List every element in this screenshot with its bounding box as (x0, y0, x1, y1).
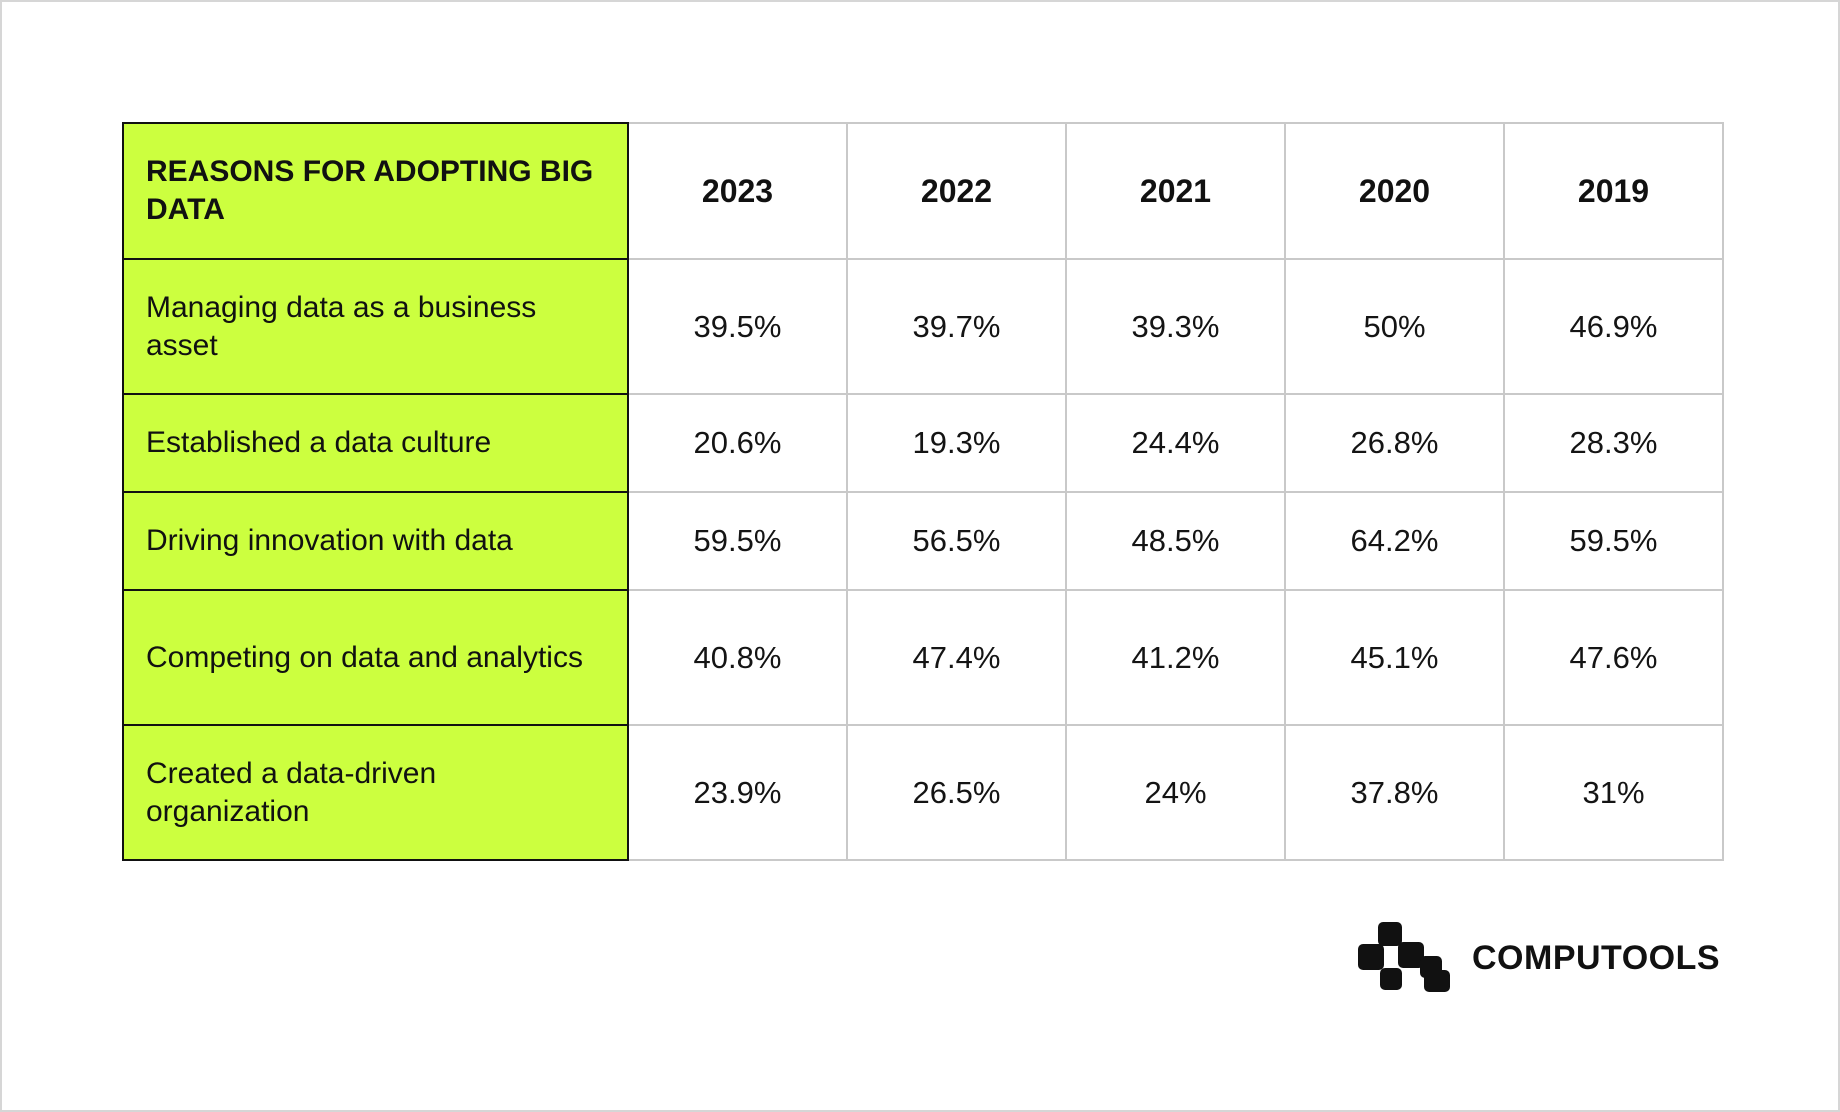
brand-logo: COMPUTOOLS (1358, 922, 1720, 994)
value-cell: 37.8% (1284, 724, 1505, 861)
row-label: Managing data as a business asset (122, 258, 629, 395)
row-label: Competing on data and analytics (122, 589, 629, 726)
table-row: Driving innovation with data 59.5% 56.5%… (122, 491, 1724, 591)
value-cell: 39.7% (846, 258, 1067, 395)
value-cell: 41.2% (1065, 589, 1286, 726)
value-cell: 23.9% (627, 724, 848, 861)
row-label: Created a data-driven organization (122, 724, 629, 861)
computools-logo-icon (1358, 922, 1450, 992)
row-label: Driving innovation with data (122, 491, 629, 591)
value-cell: 19.3% (846, 393, 1067, 493)
value-cell: 50% (1284, 258, 1505, 395)
year-header-2020: 2020 (1284, 122, 1505, 260)
brand-name: COMPUTOOLS (1472, 938, 1721, 977)
value-cell: 20.6% (627, 393, 848, 493)
header-label-cell: REASONS FOR ADOPTING BIG DATA (122, 122, 629, 260)
table-row: Managing data as a business asset 39.5% … (122, 258, 1724, 395)
table-row: Competing on data and analytics 40.8% 47… (122, 589, 1724, 726)
value-cell: 46.9% (1503, 258, 1724, 395)
year-header-2022: 2022 (846, 122, 1067, 260)
row-label: Established a data culture (122, 393, 629, 493)
value-cell: 47.4% (846, 589, 1067, 726)
table-row: Established a data culture 20.6% 19.3% 2… (122, 393, 1724, 493)
value-cell: 24.4% (1065, 393, 1286, 493)
table-header-row: REASONS FOR ADOPTING BIG DATA 2023 2022 … (122, 122, 1724, 260)
value-cell: 56.5% (846, 491, 1067, 591)
value-cell: 59.5% (627, 491, 848, 591)
value-cell: 48.5% (1065, 491, 1286, 591)
table-row: Created a data-driven organization 23.9%… (122, 724, 1724, 861)
value-cell: 45.1% (1284, 589, 1505, 726)
value-cell: 26.8% (1284, 393, 1505, 493)
year-header-2023: 2023 (627, 122, 848, 260)
value-cell: 24% (1065, 724, 1286, 861)
year-header-2019: 2019 (1503, 122, 1724, 260)
value-cell: 31% (1503, 724, 1724, 861)
value-cell: 40.8% (627, 589, 848, 726)
value-cell: 39.5% (627, 258, 848, 395)
value-cell: 59.5% (1503, 491, 1724, 591)
value-cell: 39.3% (1065, 258, 1286, 395)
value-cell: 28.3% (1503, 393, 1724, 493)
adoption-reasons-table: REASONS FOR ADOPTING BIG DATA 2023 2022 … (122, 122, 1724, 861)
value-cell: 64.2% (1284, 491, 1505, 591)
year-header-2021: 2021 (1065, 122, 1286, 260)
value-cell: 26.5% (846, 724, 1067, 861)
value-cell: 47.6% (1503, 589, 1724, 726)
